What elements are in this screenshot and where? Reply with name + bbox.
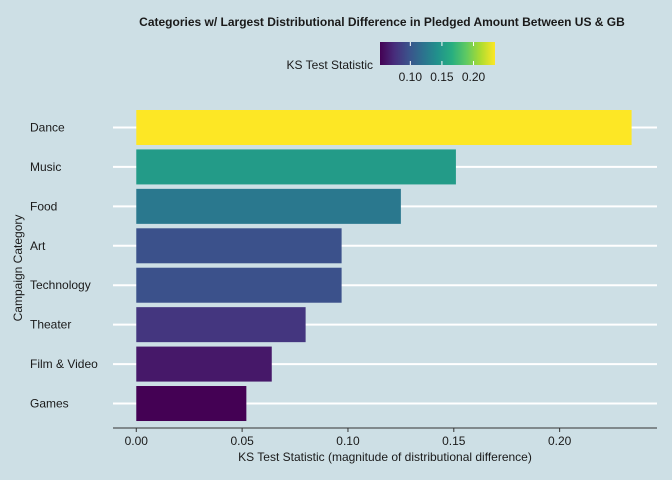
y-tick-label: Music	[30, 160, 61, 174]
colorbar-tick-label: 0.15	[430, 70, 454, 84]
y-tick-label: Film & Video	[30, 357, 98, 371]
bar	[136, 228, 342, 264]
legend-title: KS Test Statistic	[287, 58, 373, 72]
y-tick-label: Art	[30, 239, 46, 253]
bar	[136, 149, 456, 185]
x-axis-title: KS Test Statistic (magnitude of distribu…	[238, 450, 532, 464]
x-tick-label: 0.00	[125, 434, 149, 448]
colorbar-tick-label: 0.20	[462, 70, 486, 84]
y-tick-label: Technology	[30, 278, 91, 292]
y-tick-label: Dance	[30, 121, 65, 135]
legend: KS Test Statistic 0.10 0.15 0.20	[287, 42, 495, 84]
y-tick-label: Theater	[30, 318, 71, 332]
x-tick-label: 0.20	[548, 434, 572, 448]
chart-title: Categories w/ Largest Distributional Dif…	[139, 15, 625, 29]
colorbar-tick-label: 0.10	[399, 70, 423, 84]
x-tick-label: 0.10	[336, 434, 360, 448]
bar	[136, 267, 342, 303]
x-tick-label: 0.15	[442, 434, 466, 448]
x-tick-label: 0.05	[230, 434, 254, 448]
bar	[136, 188, 401, 224]
y-tick-label: Food	[30, 199, 57, 213]
bar	[136, 386, 247, 422]
bar	[136, 307, 306, 343]
bar	[136, 346, 272, 382]
bar	[136, 110, 632, 145]
y-axis-title: Campaign Category	[11, 215, 25, 322]
y-tick-label: Games	[30, 397, 69, 411]
legend-colorbar	[380, 42, 495, 65]
